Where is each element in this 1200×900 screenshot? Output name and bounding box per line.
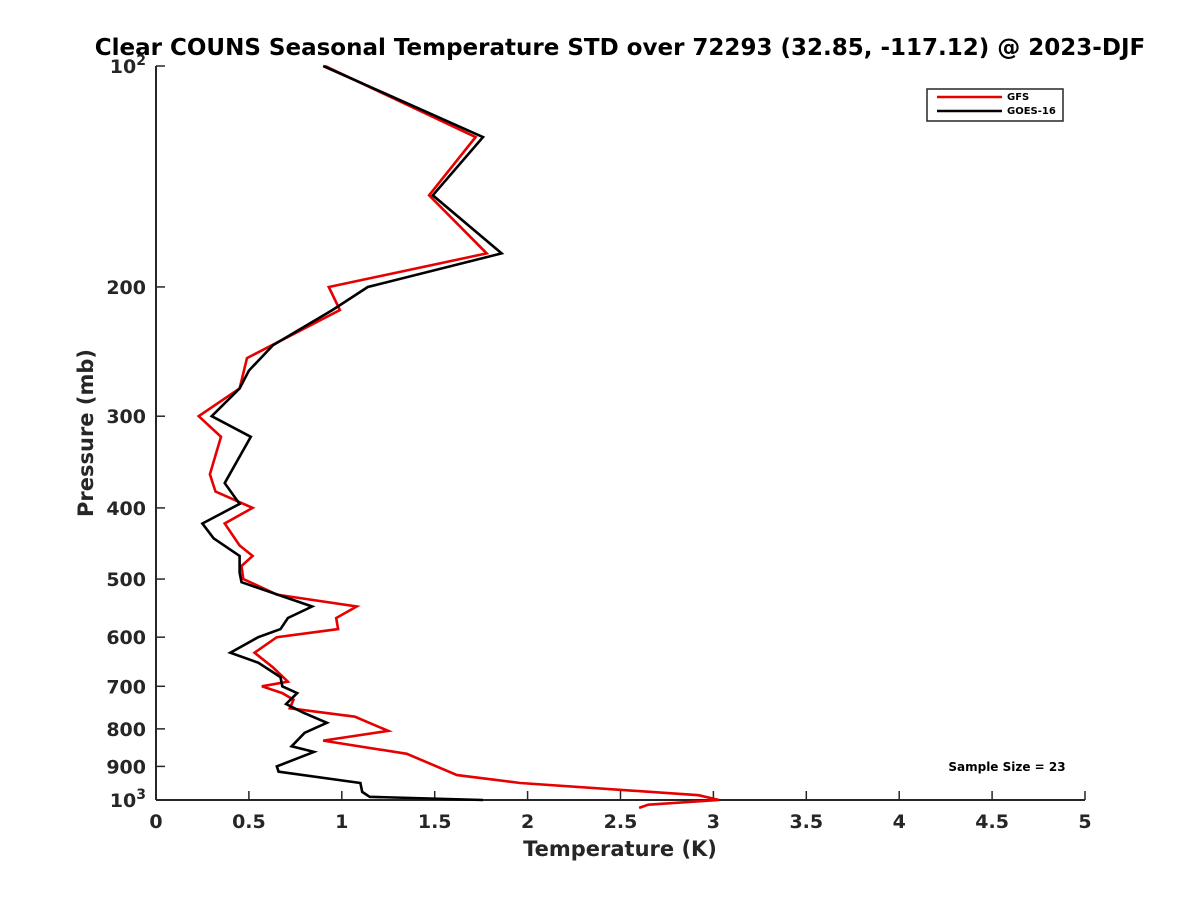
y-tick-label: 800 bbox=[106, 719, 146, 741]
x-tick-label: 1 bbox=[335, 811, 348, 833]
y-tick-label: 103 bbox=[110, 787, 146, 812]
legend: GFS GOES-16 bbox=[926, 88, 1064, 122]
sample-size-annotation: Sample Size = 23 bbox=[948, 760, 1065, 774]
y-axis-ticks: 102 200 300 400 500 600 700 800 900 103 bbox=[106, 53, 165, 812]
y-tick-label: 900 bbox=[106, 756, 146, 778]
x-tick-label: 2.5 bbox=[604, 811, 638, 833]
x-axis-ticks: 0 0.5 1 1.5 2 2.5 3 3.5 4 4.5 5 bbox=[149, 791, 1092, 833]
y-tick-label: 102 bbox=[110, 53, 146, 78]
x-axis-label: Temperature (K) bbox=[523, 837, 717, 861]
x-tick-label: 3.5 bbox=[789, 811, 823, 833]
legend-box bbox=[926, 88, 1064, 122]
x-tick-label: 2 bbox=[521, 811, 534, 833]
series-lines bbox=[196, 64, 720, 810]
chart-title: Clear COUNS Seasonal Temperature STD ove… bbox=[95, 35, 1145, 61]
y-tick-label: 400 bbox=[106, 498, 146, 520]
y-tick-label: 600 bbox=[106, 627, 146, 649]
x-tick-label: 4 bbox=[893, 811, 906, 833]
y-tick-label: 300 bbox=[106, 406, 146, 428]
series-line-goes16 bbox=[200, 64, 505, 802]
x-tick-label: 0.5 bbox=[232, 811, 266, 833]
x-tick-label: 3 bbox=[707, 811, 720, 833]
x-tick-label: 0 bbox=[149, 811, 162, 833]
plot-area: 0 0.5 1 1.5 2 2.5 3 3.5 4 4.5 5 102 200 300 400 500 600… bbox=[106, 53, 1091, 833]
x-tick-label: 4.5 bbox=[975, 811, 1009, 833]
x-tick-label: 1.5 bbox=[418, 811, 452, 833]
x-tick-label: 5 bbox=[1078, 811, 1091, 833]
y-tick-label: 500 bbox=[106, 569, 146, 591]
legend-label-gfs: GFS bbox=[1007, 92, 1029, 103]
legend-label-goes16: GOES-16 bbox=[1007, 106, 1056, 117]
y-axis-label: Pressure (mb) bbox=[74, 349, 98, 517]
y-tick-label: 200 bbox=[106, 277, 146, 299]
series-line-gfs bbox=[196, 64, 720, 810]
y-tick-label: 700 bbox=[106, 676, 146, 698]
